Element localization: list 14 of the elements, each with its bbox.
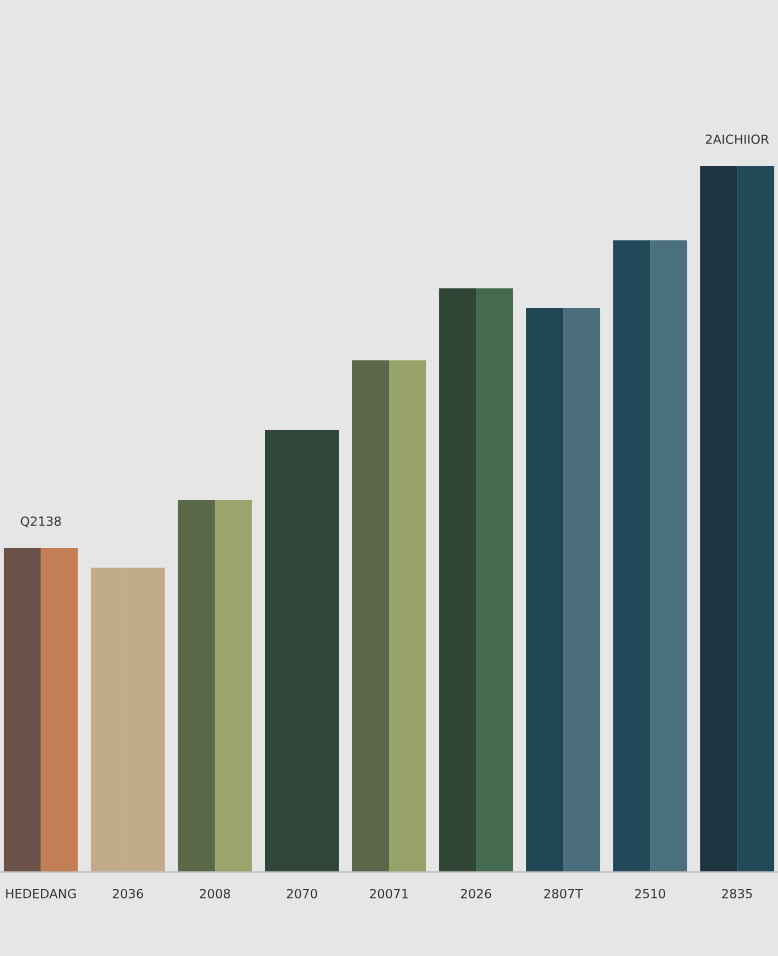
bar — [389, 360, 426, 872]
bar — [3, 547, 41, 872]
bar — [214, 499, 252, 872]
bar — [526, 307, 564, 872]
bar — [613, 240, 651, 872]
bar — [650, 240, 688, 872]
bar — [352, 360, 389, 872]
bar — [177, 499, 215, 872]
bar — [700, 166, 738, 872]
bar — [439, 288, 477, 872]
bar — [563, 307, 601, 872]
bar — [40, 547, 78, 872]
bar — [476, 288, 514, 872]
bar — [737, 166, 775, 872]
